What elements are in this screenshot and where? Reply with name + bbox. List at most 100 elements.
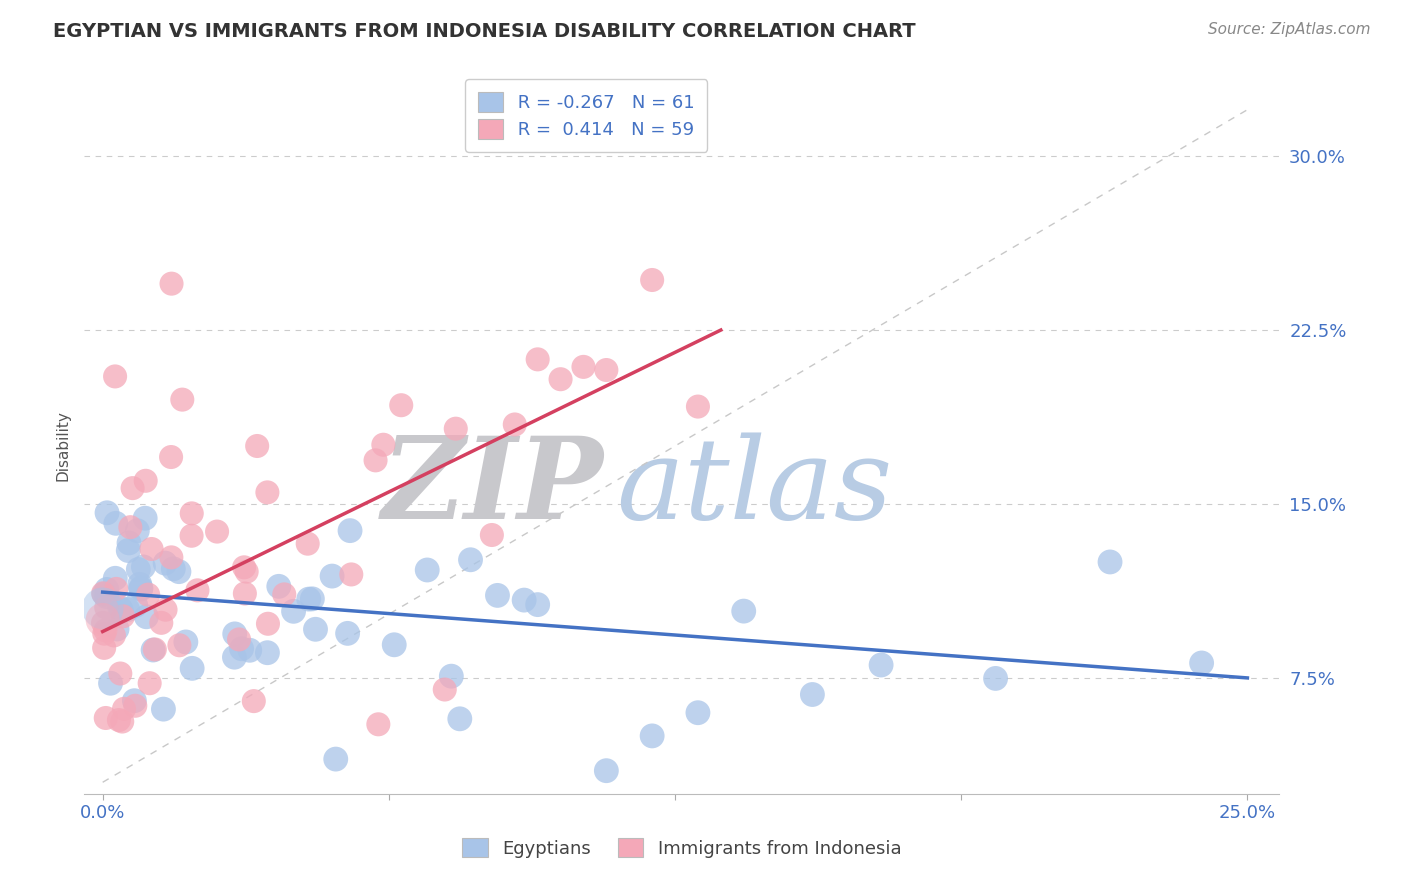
Point: [132, 560, 155, 574]
Point: [135, 609, 157, 624]
Text: atlas: atlas: [616, 433, 893, 543]
Point: [460, 553, 482, 567]
Point: [127, 524, 149, 538]
Point: [298, 592, 321, 607]
Point: [91, 615, 114, 630]
Point: [233, 586, 256, 600]
Point: [160, 450, 183, 464]
Point: [246, 439, 269, 453]
Point: [160, 550, 183, 565]
Point: [128, 577, 150, 591]
Point: [481, 528, 503, 542]
Point: [180, 507, 202, 521]
Point: [117, 543, 139, 558]
Point: [367, 717, 389, 731]
Point: [118, 536, 141, 550]
Point: [595, 764, 617, 778]
Legend: Egyptians, Immigrants from Indonesia: Egyptians, Immigrants from Indonesia: [456, 830, 908, 865]
Point: [373, 438, 395, 452]
Text: Source: ZipAtlas.com: Source: ZipAtlas.com: [1208, 22, 1371, 37]
Point: [108, 713, 131, 727]
Point: [340, 567, 363, 582]
Point: [267, 579, 290, 593]
Point: [96, 506, 118, 520]
Point: [167, 565, 190, 579]
Point: [233, 560, 256, 574]
Point: [256, 485, 278, 500]
Point: [135, 474, 157, 488]
Point: [224, 650, 246, 665]
Point: [150, 615, 173, 630]
Point: [96, 582, 118, 597]
Point: [142, 643, 165, 657]
Point: [440, 669, 463, 683]
Point: [224, 627, 246, 641]
Point: [686, 706, 709, 720]
Point: [91, 613, 114, 627]
Point: [152, 702, 174, 716]
Point: [100, 676, 122, 690]
Point: [96, 590, 118, 604]
Point: [382, 638, 405, 652]
Text: ZIP: ZIP: [382, 433, 605, 543]
Point: [169, 638, 191, 652]
Point: [235, 565, 257, 579]
Point: [141, 541, 163, 556]
Point: [231, 641, 253, 656]
Point: [129, 581, 152, 595]
Point: [449, 712, 471, 726]
Point: [686, 400, 709, 414]
Point: [1191, 656, 1213, 670]
Point: [93, 587, 115, 601]
Point: [733, 604, 755, 618]
Point: [239, 643, 262, 657]
Point: [180, 529, 202, 543]
Point: [186, 583, 208, 598]
Point: [105, 582, 128, 596]
Point: [205, 524, 228, 539]
Point: [103, 628, 125, 642]
Point: [228, 632, 250, 647]
Point: [526, 352, 548, 367]
Point: [984, 672, 1007, 686]
Point: [433, 682, 456, 697]
Text: EGYPTIAN VS IMMIGRANTS FROM INDONESIA DISABILITY CORRELATION CHART: EGYPTIAN VS IMMIGRANTS FROM INDONESIA DI…: [53, 22, 917, 41]
Point: [273, 587, 295, 601]
Point: [108, 600, 131, 615]
Point: [110, 603, 132, 617]
Point: [138, 676, 160, 690]
Point: [1099, 555, 1122, 569]
Point: [105, 622, 128, 636]
Point: [125, 599, 148, 613]
Point: [364, 453, 387, 467]
Point: [117, 602, 139, 616]
Point: [297, 536, 319, 550]
Point: [121, 481, 143, 495]
Point: [325, 752, 347, 766]
Point: [136, 588, 159, 602]
Point: [486, 588, 509, 602]
Point: [181, 661, 204, 675]
Point: [301, 591, 323, 606]
Point: [389, 398, 412, 412]
Point: [283, 604, 305, 618]
Point: [104, 369, 127, 384]
Point: [93, 626, 115, 640]
Point: [513, 593, 536, 607]
Point: [153, 556, 176, 570]
Point: [143, 642, 166, 657]
Point: [641, 273, 664, 287]
Point: [336, 626, 359, 640]
Point: [112, 702, 135, 716]
Point: [91, 601, 114, 615]
Point: [124, 694, 146, 708]
Point: [155, 603, 177, 617]
Point: [304, 622, 326, 636]
Point: [111, 609, 134, 624]
Point: [641, 729, 664, 743]
Point: [104, 571, 127, 585]
Point: [111, 714, 134, 729]
Point: [93, 640, 115, 655]
Point: [339, 524, 361, 538]
Point: [801, 688, 824, 702]
